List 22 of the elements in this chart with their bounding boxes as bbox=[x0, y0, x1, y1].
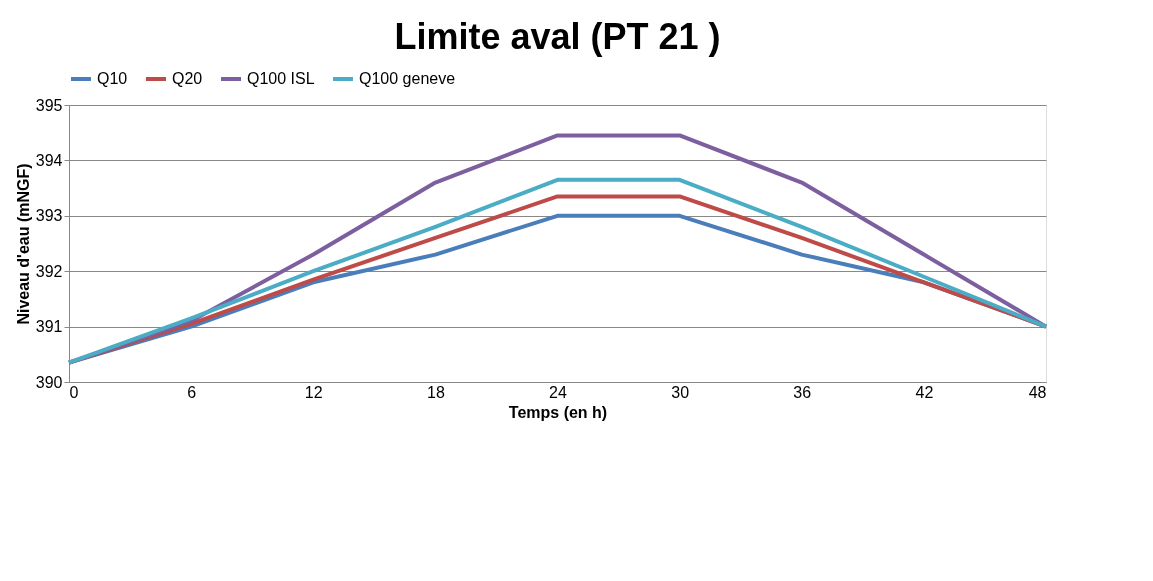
x-tick-label: 0 bbox=[69, 383, 79, 401]
y-tick-label: 390 bbox=[35, 373, 63, 391]
x-tick-label: 42 bbox=[915, 383, 934, 401]
y-tick-label: 395 bbox=[35, 96, 63, 114]
x-axis-title: Temps (en h) bbox=[508, 403, 608, 421]
y-tick-label: 392 bbox=[35, 262, 63, 280]
x-tick-label: 12 bbox=[304, 383, 323, 401]
y-tick-label: 394 bbox=[35, 151, 63, 169]
x-tick-label: 30 bbox=[671, 383, 690, 401]
legend-label: Q100 geneve bbox=[359, 70, 456, 87]
x-tick-label: 6 bbox=[187, 383, 197, 401]
x-tick-label: 18 bbox=[426, 383, 445, 401]
x-tick-label: 36 bbox=[793, 383, 812, 401]
y-tick-label: 393 bbox=[35, 207, 63, 225]
legend-label: Q10 bbox=[97, 70, 128, 87]
x-tick-label: 24 bbox=[549, 383, 567, 401]
x-tick-label: 48 bbox=[1028, 383, 1047, 401]
y-tick-label: 391 bbox=[35, 318, 63, 336]
y-axis-title: Niveau d'eau (mNGF) bbox=[14, 163, 32, 325]
legend-label: Q100 ISL bbox=[247, 70, 315, 87]
legend-label: Q20 bbox=[172, 70, 203, 87]
chart-title: Limite aval (PT 21 ) bbox=[394, 16, 721, 57]
